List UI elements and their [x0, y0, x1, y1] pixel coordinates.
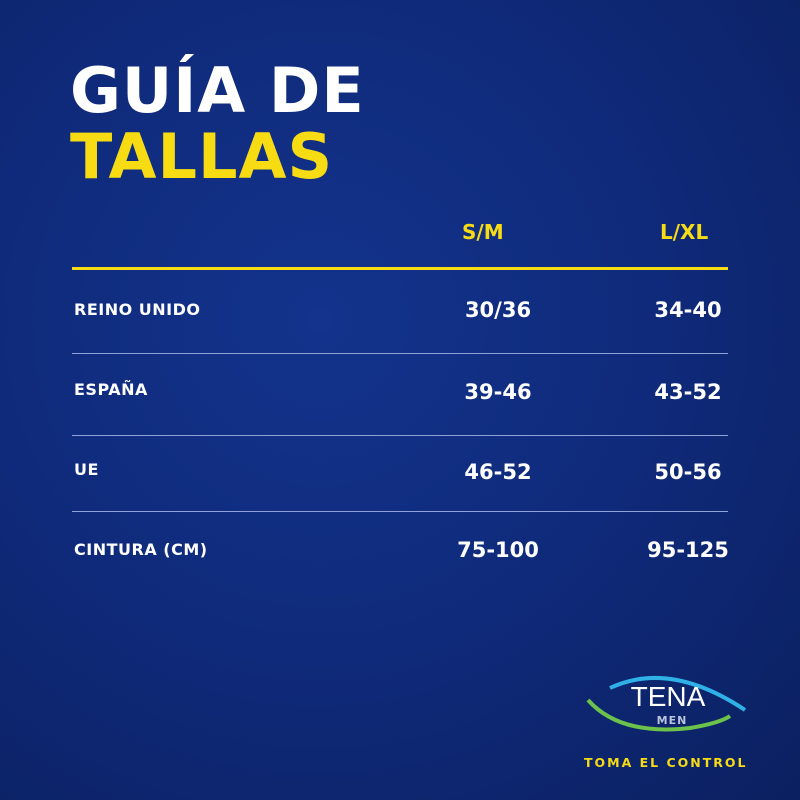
- row-divider: [72, 353, 728, 354]
- page-title: GUÍA DE TALLAS: [70, 58, 365, 190]
- value-lxl: 50-56: [654, 460, 722, 484]
- value-lxl: 43-52: [654, 380, 722, 404]
- value-sm: 46-52: [464, 460, 532, 484]
- logo-brand-name: TENA: [631, 681, 706, 712]
- table-row: REINO UNIDO 30/36 34-40: [72, 272, 728, 354]
- title-line-2: TALLAS: [70, 120, 334, 193]
- row-label: CINTURA (CM): [74, 540, 208, 559]
- column-header-sm: S/M: [462, 220, 504, 244]
- row-divider: [72, 435, 728, 436]
- value-lxl: 95-125: [647, 538, 729, 562]
- table-row: CINTURA (CM) 75-100 95-125: [72, 512, 729, 594]
- value-sm: 39-46: [464, 380, 532, 404]
- value-sm: 30/36: [464, 298, 532, 322]
- table-row: ESPAÑA 39-46 43-52: [72, 354, 728, 436]
- value-sm: 75-100: [457, 538, 539, 562]
- row-label: REINO UNIDO: [74, 300, 201, 319]
- title-line-1: GUÍA DE: [70, 54, 365, 127]
- row-label: UE: [74, 460, 99, 479]
- logo-swoosh-blue: [609, 676, 747, 712]
- header-divider: [72, 267, 728, 270]
- value-lxl: 34-40: [654, 298, 722, 322]
- logo-sub: MEN: [657, 714, 688, 727]
- row-label: ESPAÑA: [74, 380, 148, 399]
- tagline: TOMA EL CONTROL: [584, 755, 748, 770]
- logo-swoosh-green: [586, 698, 732, 732]
- table-row: UE 46-52 50-56: [72, 436, 728, 512]
- column-header-lxl: L/XL: [660, 220, 709, 244]
- row-divider: [72, 511, 728, 512]
- tena-men-logo: TENA MEN: [586, 676, 747, 732]
